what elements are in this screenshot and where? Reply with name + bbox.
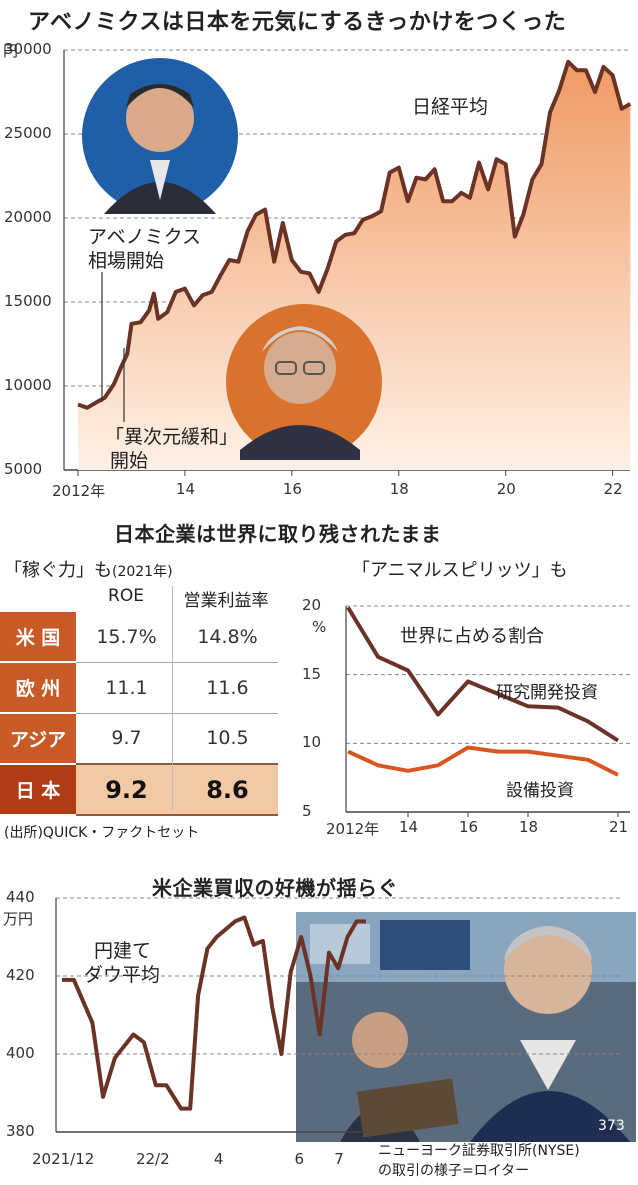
annotation2-line2: 開始 [110,450,149,472]
y-tick-label: 15000 [4,292,52,310]
chart1-unit: 円 [3,42,19,60]
row-roe: 9.7 [76,713,177,765]
y-tick-label: 400 [6,1044,35,1062]
nikkei-area [78,61,631,471]
dow-series-label-line2: ダウ平均 [84,964,161,986]
chart2-title: 「アニマルスピリッツ」も [352,560,568,581]
capex-series-label: 設備投資 [506,781,574,801]
y-tick-label: 20 [302,596,322,614]
chart3-svg: 373 [55,897,636,1142]
x-tick-label: 21 [609,818,629,836]
x-tick-label: 2012年 [326,820,380,838]
row-name: 欧 州 [0,662,76,714]
chart2-unit: % [312,618,327,636]
y-tick-label: 10 [302,733,322,752]
photo-kuroda-icon [226,304,382,460]
chart1-title: アベノミクスは日本を元気にするきっかけをつくった [28,10,567,35]
photo-abe-icon [82,58,238,214]
y-tick-label: 380 [6,1122,35,1140]
row-roe: 15.7% [76,612,177,663]
capex-line [347,745,619,777]
table-row: アジア 9.7 10.5 [0,713,278,765]
y-tick-label: 5000 [4,460,43,478]
table-row-highlight: 日 本 9.2 8.6 [0,763,278,816]
rd-investment-line [346,606,620,743]
y-tick-label: 30000 [4,40,52,58]
y-tick-label: 420 [6,966,35,984]
x-tick-label: 22 [603,480,623,498]
photo-caption-line1: ニューヨーク証券取引所(NYSE) [378,1143,580,1159]
row-margin: 14.8% [177,612,278,663]
nikkei-series-label: 日経平均 [412,96,489,118]
table-row: 米 国 15.7% 14.8% [0,612,278,663]
table-divider [172,586,173,810]
y-tick-label: 15 [302,664,322,683]
row-margin: 8.6 [177,763,278,816]
table-title: 「稼ぐ力」も(2021年) [4,556,173,582]
table-source: (出所)QUICK・ファクトセット [4,825,200,841]
y-tick-label: 5 [302,802,312,820]
x-tick-label: 2012年 [52,482,106,500]
chart3-unit: 万円 [3,910,34,928]
x-tick-label: 18 [519,818,539,836]
photo-caption-line2: の取引の様子=ロイター [378,1163,530,1179]
section2-title: 日本企業は世界に取り残されたまま [114,522,442,546]
annotation1-line1: アベノミクス [88,226,202,248]
x-tick-label: 16 [282,480,302,498]
row-margin: 11.6 [177,662,278,714]
chart2-subtitle: 世界に占める割合 [400,626,544,647]
chart3-title: 米企業買収の好機が揺らぐ [152,876,398,900]
photo-text: 373 [598,1118,625,1134]
annotation1-line2: 相場開始 [88,250,165,272]
y-tick-label: 10000 [4,376,52,394]
chart2-svg [345,605,630,817]
kpi-table: 米 国 15.7% 14.8% 欧 州 11.1 11.6 アジア 9.7 10… [0,612,278,816]
y-tick-label: 20000 [4,208,52,226]
x-tick-label: 14 [175,480,196,498]
row-roe: 9.2 [76,763,177,816]
table-title-suffix: (2021年) [112,564,173,580]
x-tick-label: 18 [389,480,409,498]
nikkei-line [77,59,632,410]
annotation2-line1: 「異次元緩和」 [105,426,239,448]
x-tick-label: 22/2 [135,1150,170,1168]
table-row: 欧 州 11.1 11.6 [0,662,278,714]
y-tick-label: 25000 [4,124,52,142]
x-tick-label: 20 [496,480,516,498]
table-col-margin: 営業利益率 [183,591,269,611]
table-col-roe: ROE [108,586,144,606]
row-roe: 11.1 [76,662,177,714]
y-tick-label: 440 [6,888,35,906]
table-title-main: 「稼ぐ力」も [4,560,112,581]
row-name: 日 本 [0,764,76,816]
x-tick-label: 4 [213,1150,224,1168]
x-tick-label: 2021/12 [32,1150,95,1168]
row-name: 米 国 [0,612,76,663]
x-tick-label: 7 [334,1150,344,1168]
dow-series-label-line1: 円建て [94,940,152,962]
chart1-svg [63,49,632,476]
x-tick-label: 14 [399,818,419,836]
rd-series-label: 研究開発投資 [496,683,598,703]
row-margin: 10.5 [177,713,278,765]
photo-nyse-trader-icon: 373 [296,912,636,1142]
row-name: アジア [0,713,76,765]
x-tick-label: 16 [459,818,479,836]
x-tick-label: 6 [294,1150,305,1168]
dow-yen-line [62,915,366,1111]
